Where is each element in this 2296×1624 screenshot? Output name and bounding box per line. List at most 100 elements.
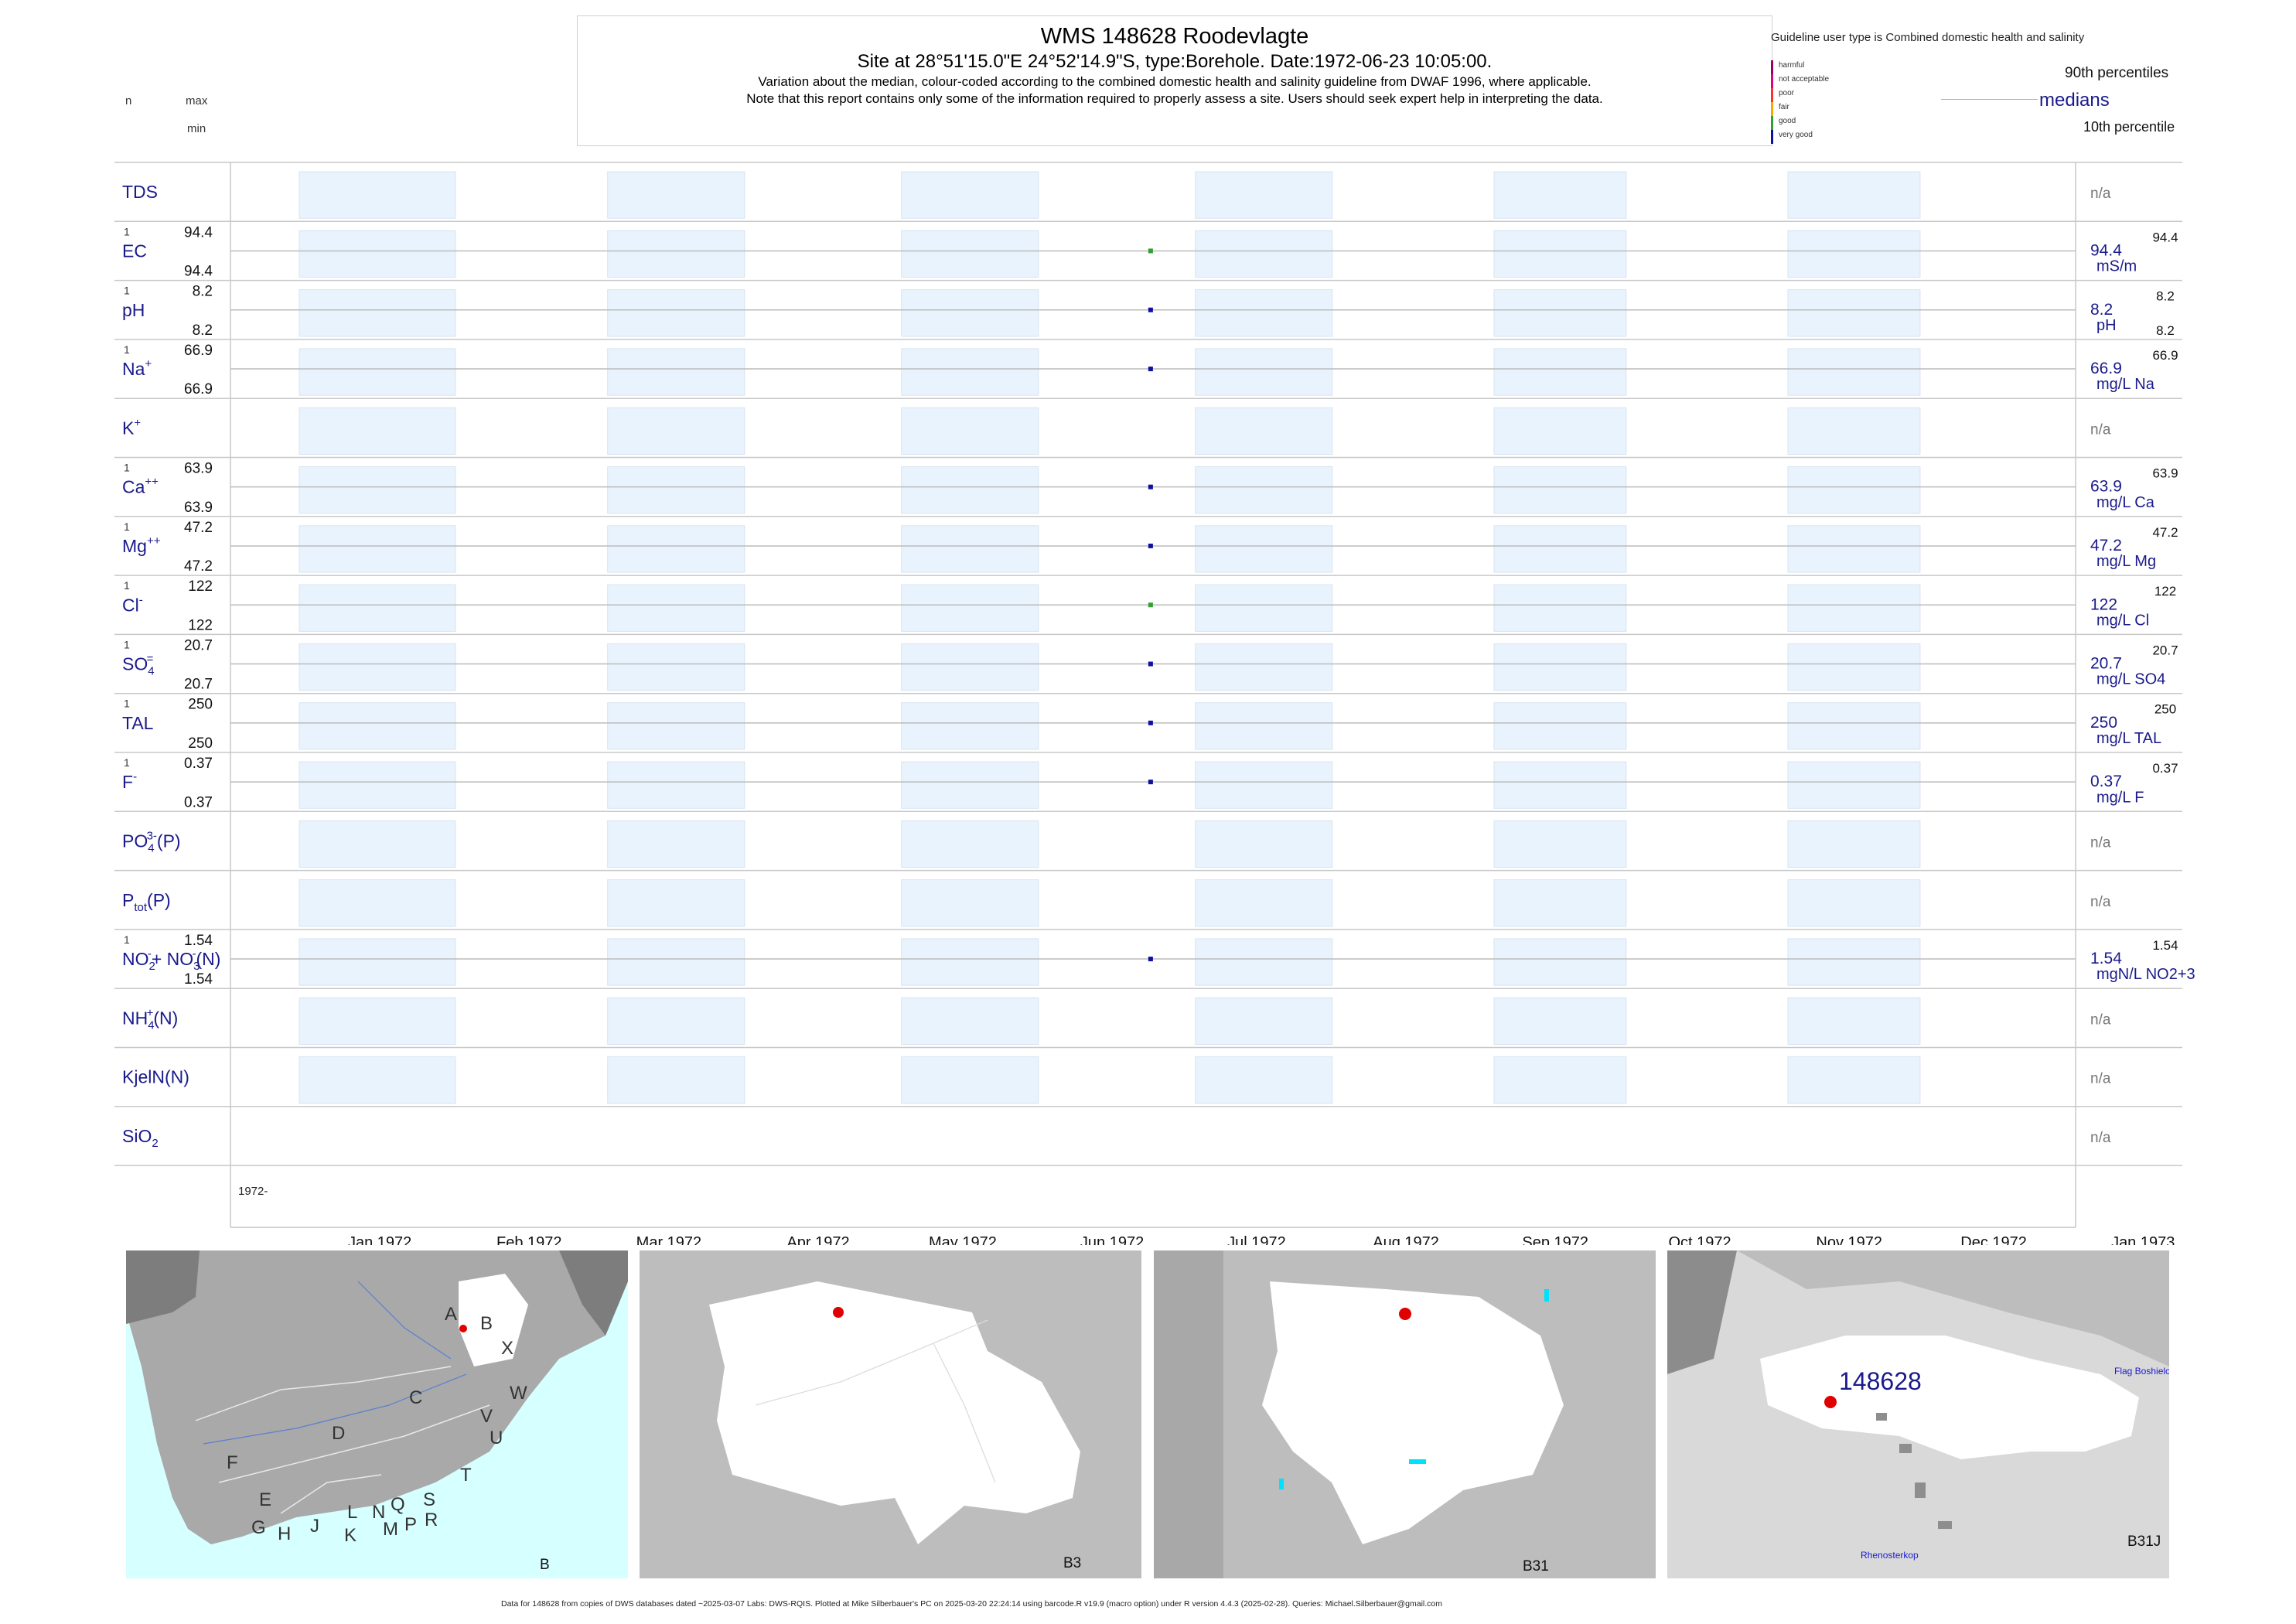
- title-box: WMS 148628 Roodevlagte Site at 28°51'15.…: [577, 15, 1772, 146]
- row-label-8: SO4=: [122, 653, 155, 678]
- row-max-8: 20.7: [184, 637, 213, 653]
- row-label-1: EC: [122, 241, 147, 261]
- month-band: [607, 879, 745, 927]
- month-band: [1195, 407, 1333, 455]
- month-band: [901, 1056, 1039, 1104]
- right-min-2: 8.2: [2156, 323, 2175, 338]
- row-max-10: 0.37: [184, 756, 213, 772]
- month-band: [1493, 171, 1627, 219]
- right-value-9: 250: [2090, 714, 2117, 732]
- month-tick-6: Jul 1972: [1227, 1234, 1286, 1245]
- guideline-text: Guideline user type is Combined domestic…: [1771, 31, 2085, 44]
- month-band: [1493, 879, 1627, 927]
- month-band: [607, 997, 745, 1045]
- row-label-0: TDS: [122, 182, 158, 202]
- row-n-13: 1: [124, 933, 130, 946]
- footer-text: Data for 148628 from copies of DWS datab…: [501, 1599, 1443, 1609]
- month-band: [901, 407, 1039, 455]
- right-max-8: 20.7: [2152, 643, 2178, 657]
- legend-swatch-0: [1771, 60, 1773, 74]
- month-band: [1493, 466, 1627, 514]
- month-band: [607, 820, 745, 868]
- month-tick-3: Apr 1972: [786, 1234, 849, 1245]
- right-value-13: 1.54: [2090, 950, 2122, 967]
- month-band: [299, 525, 456, 573]
- row-min-13: 1.54: [184, 971, 213, 988]
- month-band: [607, 289, 745, 337]
- row-label-15: KjelN(N): [122, 1067, 189, 1087]
- right-max-3: 66.9: [2152, 348, 2178, 363]
- svg-text:P: P: [404, 1514, 417, 1535]
- month-band: [1787, 761, 1921, 809]
- month-band: [1787, 289, 1921, 337]
- row-label-7: Cl-: [122, 593, 143, 615]
- month-band: [901, 643, 1039, 691]
- row-label-12: Ptot(P): [122, 890, 171, 914]
- row-min-5: 63.9: [184, 500, 213, 516]
- map1-corner-label: B: [540, 1557, 550, 1573]
- month-band: [299, 820, 456, 868]
- month-tick-8: Sep 1972: [1522, 1234, 1588, 1245]
- month-band: [299, 584, 456, 632]
- year-label: 1972-: [238, 1185, 268, 1198]
- month-band: [1195, 761, 1333, 809]
- right-value-6: 47.2: [2090, 537, 2122, 554]
- month-band: [901, 938, 1039, 986]
- right-max-13: 1.54: [2152, 938, 2178, 953]
- right-value-2: 8.2: [2090, 301, 2113, 319]
- month-band: [1195, 938, 1333, 986]
- row-max-6: 47.2: [184, 520, 213, 536]
- right-na-14: n/a: [2090, 1012, 2111, 1028]
- sample-point-13: [1148, 957, 1153, 962]
- legend-label-5: very good: [1779, 131, 1813, 139]
- svg-text:A: A: [445, 1304, 457, 1325]
- map2-corner-label: B3: [1063, 1555, 1081, 1571]
- month-band: [1195, 997, 1333, 1045]
- month-band: [901, 348, 1039, 396]
- legend-label-3: fair: [1779, 103, 1789, 111]
- right-max-7: 122: [2154, 584, 2176, 599]
- sample-point-2: [1148, 307, 1153, 312]
- right-max-9: 250: [2154, 702, 2176, 717]
- map-b3: B3: [640, 1250, 1141, 1578]
- row-n-10: 1: [124, 756, 130, 769]
- right-na-16: n/a: [2090, 1130, 2111, 1146]
- svg-text:E: E: [259, 1489, 271, 1510]
- right-na-11: n/a: [2090, 834, 2111, 851]
- legend-swatch-1: [1771, 74, 1773, 88]
- row-max-3: 66.9: [184, 343, 213, 359]
- month-band: [1195, 348, 1333, 396]
- month-tick-7: Aug 1972: [1373, 1234, 1439, 1245]
- month-band: [1787, 997, 1921, 1045]
- site-marker-b31j: [1824, 1396, 1837, 1408]
- right-unit-1: mS/m: [2096, 258, 2137, 275]
- month-band: [901, 525, 1039, 573]
- legend-label-1: not acceptable: [1779, 75, 1830, 84]
- right-unit-2: pH: [2096, 317, 2117, 334]
- svg-text:F: F: [227, 1452, 238, 1473]
- month-band: [299, 171, 456, 219]
- right-value-3: 66.9: [2090, 360, 2122, 377]
- svg-text:S: S: [423, 1489, 435, 1510]
- month-band: [607, 702, 745, 750]
- row-n-3: 1: [124, 343, 130, 356]
- month-band: [1787, 938, 1921, 986]
- month-band: [1195, 525, 1333, 573]
- month-band: [1493, 1056, 1627, 1104]
- month-band: [1493, 230, 1627, 278]
- row-label-6: Mg++: [122, 534, 161, 556]
- row-label-16: SiO2: [122, 1126, 159, 1150]
- month-band: [901, 584, 1039, 632]
- right-unit-10: mg/L F: [2096, 789, 2144, 806]
- row-label-9: TAL: [122, 713, 154, 733]
- month-band: [1493, 584, 1627, 632]
- right-unit-6: mg/L Mg: [2096, 553, 2156, 570]
- row-min-3: 66.9: [184, 381, 213, 397]
- month-band: [1493, 997, 1627, 1045]
- row-n-8: 1: [124, 638, 130, 650]
- month-band: [299, 289, 456, 337]
- legend-swatch-2: [1771, 88, 1773, 102]
- right-unit-3: mg/L Na: [2096, 376, 2155, 393]
- sample-point-8: [1148, 661, 1153, 667]
- month-band: [607, 938, 745, 986]
